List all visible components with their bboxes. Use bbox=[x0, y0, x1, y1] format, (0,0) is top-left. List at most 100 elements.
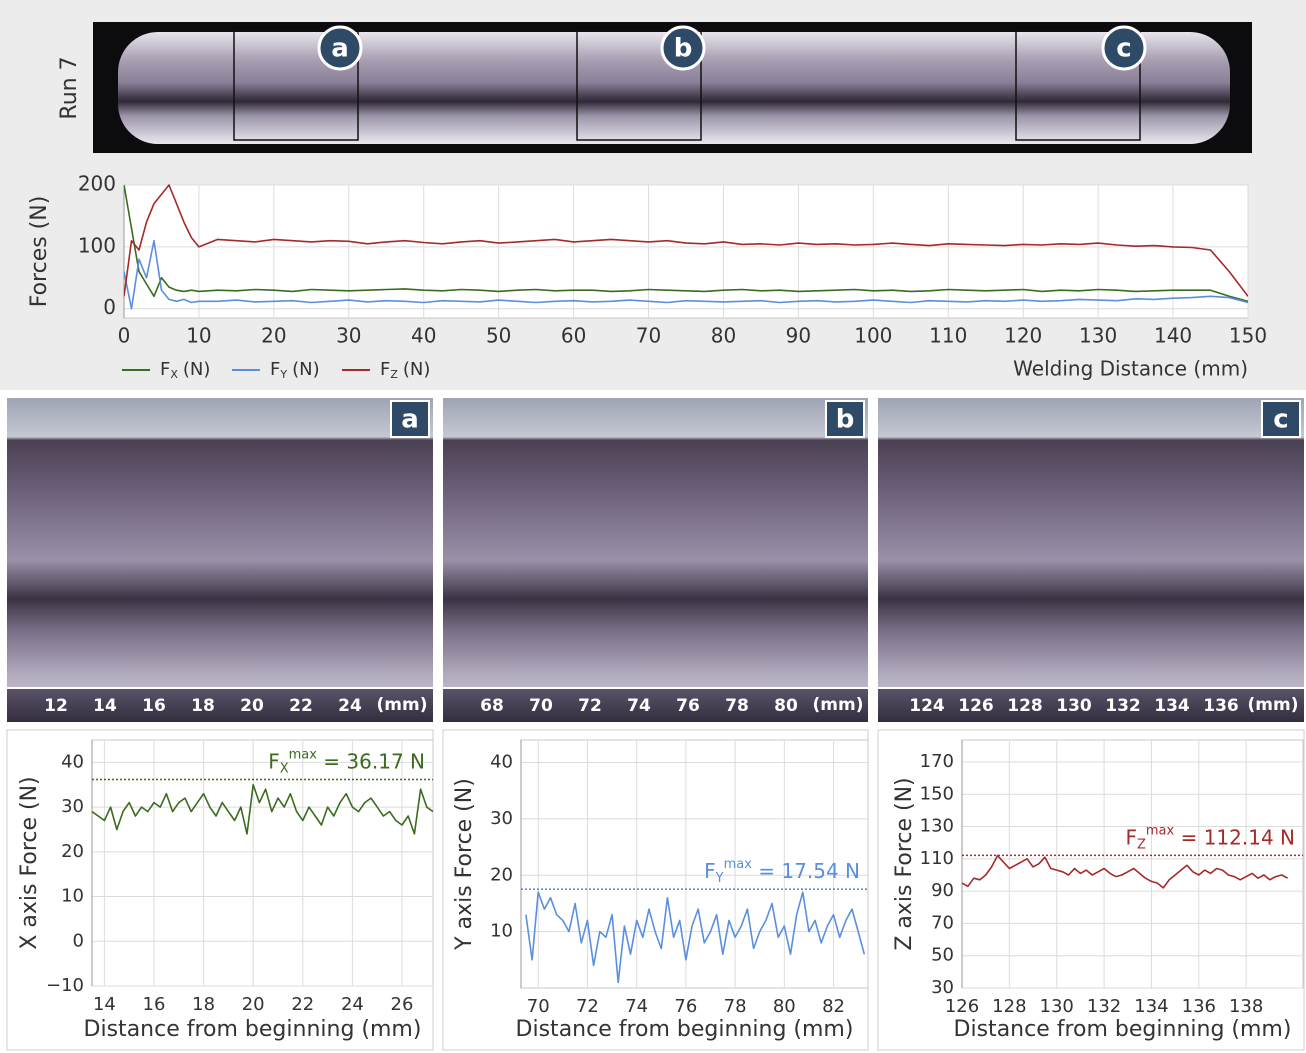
marker-badge bbox=[317, 25, 363, 71]
x-tick-label: 50 bbox=[486, 324, 511, 348]
scale-label: 16 bbox=[142, 696, 166, 716]
data-line bbox=[525, 891, 866, 984]
marker-letter: b bbox=[674, 34, 693, 64]
annotation-part: F bbox=[268, 749, 280, 773]
x-tick-label: 0 bbox=[118, 324, 131, 348]
x-tick-label: 74 bbox=[625, 996, 648, 1017]
legend-name: F bbox=[160, 359, 170, 380]
x-tick-label: 10 bbox=[186, 324, 211, 348]
x-tick-label: 70 bbox=[636, 324, 661, 348]
panel-frame bbox=[877, 729, 1305, 1051]
y-axis-label: Y axis Force (N) bbox=[452, 778, 477, 951]
scale-label: 72 bbox=[578, 696, 602, 716]
annotation-part: = 112.14 N bbox=[1174, 825, 1295, 849]
scale-unit: (mm) bbox=[1248, 695, 1299, 715]
plot-lines bbox=[124, 184, 1248, 310]
scale-label: 136 bbox=[1203, 696, 1239, 716]
scale-label: 132 bbox=[1105, 696, 1141, 716]
x-axis-label: Distance from beginning (mm) bbox=[84, 1017, 422, 1042]
scale-bar bbox=[443, 688, 868, 722]
x-tick-label: 140 bbox=[1154, 324, 1192, 348]
region-box bbox=[576, 30, 702, 141]
scale-unit: (mm) bbox=[813, 695, 864, 715]
y-axis-label: X axis Force (N) bbox=[17, 776, 42, 949]
x-tick-label: 100 bbox=[854, 324, 892, 348]
y-tick-label: 0 bbox=[103, 295, 116, 319]
x-tick-label: 134 bbox=[1134, 996, 1168, 1017]
scale-label: 74 bbox=[627, 696, 651, 716]
x-tick-label: 138 bbox=[1229, 996, 1263, 1017]
marker-badge bbox=[1101, 25, 1147, 71]
max-annotation: FZmax = 112.14 N bbox=[1125, 823, 1295, 852]
y-tick-label: 0 bbox=[73, 930, 84, 951]
region-box bbox=[233, 30, 359, 141]
plot-lines bbox=[525, 891, 866, 984]
x-tick-label: 14 bbox=[93, 994, 116, 1015]
x-tick-label: 128 bbox=[992, 996, 1026, 1017]
y-axis-label: Z axis Force (N) bbox=[892, 777, 917, 950]
x-tick-label: 40 bbox=[411, 324, 436, 348]
scale-label: 24 bbox=[338, 696, 362, 716]
y-tick-label: −10 bbox=[46, 975, 84, 996]
x-tick-label: 120 bbox=[1004, 324, 1042, 348]
y-tick-label: 30 bbox=[490, 808, 513, 829]
y-tick-label: 200 bbox=[78, 172, 116, 196]
y-tick-label: 110 bbox=[920, 848, 954, 869]
scale-label: 12 bbox=[44, 696, 68, 716]
scale-label: 20 bbox=[240, 696, 264, 716]
annotation-part: = 36.17 N bbox=[317, 749, 425, 773]
x-tick-label: 80 bbox=[773, 996, 796, 1017]
scale-label: 124 bbox=[909, 696, 945, 716]
max-annotation: FXmax = 36.17 N bbox=[268, 747, 425, 776]
y-tick-label: 20 bbox=[490, 864, 513, 885]
scale-label: 14 bbox=[93, 696, 117, 716]
y-axis-label: Forces (N) bbox=[27, 196, 52, 308]
photo-tag bbox=[390, 400, 430, 438]
y-tick-label: 30 bbox=[61, 796, 84, 817]
y-tick-label: 150 bbox=[920, 783, 954, 804]
scale-label: 76 bbox=[676, 696, 700, 716]
scale-label: 18 bbox=[191, 696, 215, 716]
legend-unit: (N) bbox=[403, 359, 431, 380]
y-tick-label: 130 bbox=[920, 816, 954, 837]
y-tick-label: 70 bbox=[931, 912, 954, 933]
photo-tag-letter: b bbox=[836, 405, 855, 435]
scale-label: 80 bbox=[774, 696, 798, 716]
scale-label: 128 bbox=[1007, 696, 1043, 716]
data-line bbox=[92, 783, 433, 835]
x-tick-label: 82 bbox=[822, 996, 845, 1017]
legend-sub: Z bbox=[390, 368, 398, 381]
x-tick-label: 126 bbox=[945, 996, 979, 1017]
x-tick-label: 72 bbox=[576, 996, 599, 1017]
scale-label: 134 bbox=[1154, 696, 1190, 716]
scale-label: 70 bbox=[529, 696, 553, 716]
y-tick-label: 40 bbox=[61, 751, 84, 772]
y-tick-label: 10 bbox=[61, 886, 84, 907]
scale-bar bbox=[878, 688, 1304, 722]
y-tick-label: 40 bbox=[490, 752, 513, 773]
annotation-part: max bbox=[724, 857, 753, 872]
x-axis-label: Welding Distance (mm) bbox=[1013, 357, 1248, 381]
legend-label: FX (N) bbox=[160, 359, 210, 381]
x-tick-label: 110 bbox=[929, 324, 967, 348]
plot-lines bbox=[92, 783, 433, 835]
x-tick-label: 16 bbox=[143, 994, 166, 1015]
data-line bbox=[962, 854, 1288, 889]
x-tick-label: 30 bbox=[336, 324, 361, 348]
x-tick-label: 26 bbox=[391, 994, 414, 1015]
run-label: Run 7 bbox=[57, 56, 82, 119]
legend-label: FY (N) bbox=[270, 359, 320, 381]
photo-tag-letter: a bbox=[401, 405, 419, 435]
plot-lines bbox=[962, 854, 1288, 889]
photo-tag bbox=[825, 400, 865, 438]
annotation-part: Z bbox=[1137, 837, 1146, 852]
plot-area bbox=[961, 739, 1304, 989]
x-tick-label: 90 bbox=[786, 324, 811, 348]
legend-name: F bbox=[380, 359, 390, 380]
scale-label: 78 bbox=[725, 696, 749, 716]
photo-tag-letter: c bbox=[1273, 405, 1288, 435]
y-tick-label: 10 bbox=[490, 921, 513, 942]
x-tick-label: 20 bbox=[261, 324, 286, 348]
x-tick-label: 22 bbox=[291, 994, 314, 1015]
